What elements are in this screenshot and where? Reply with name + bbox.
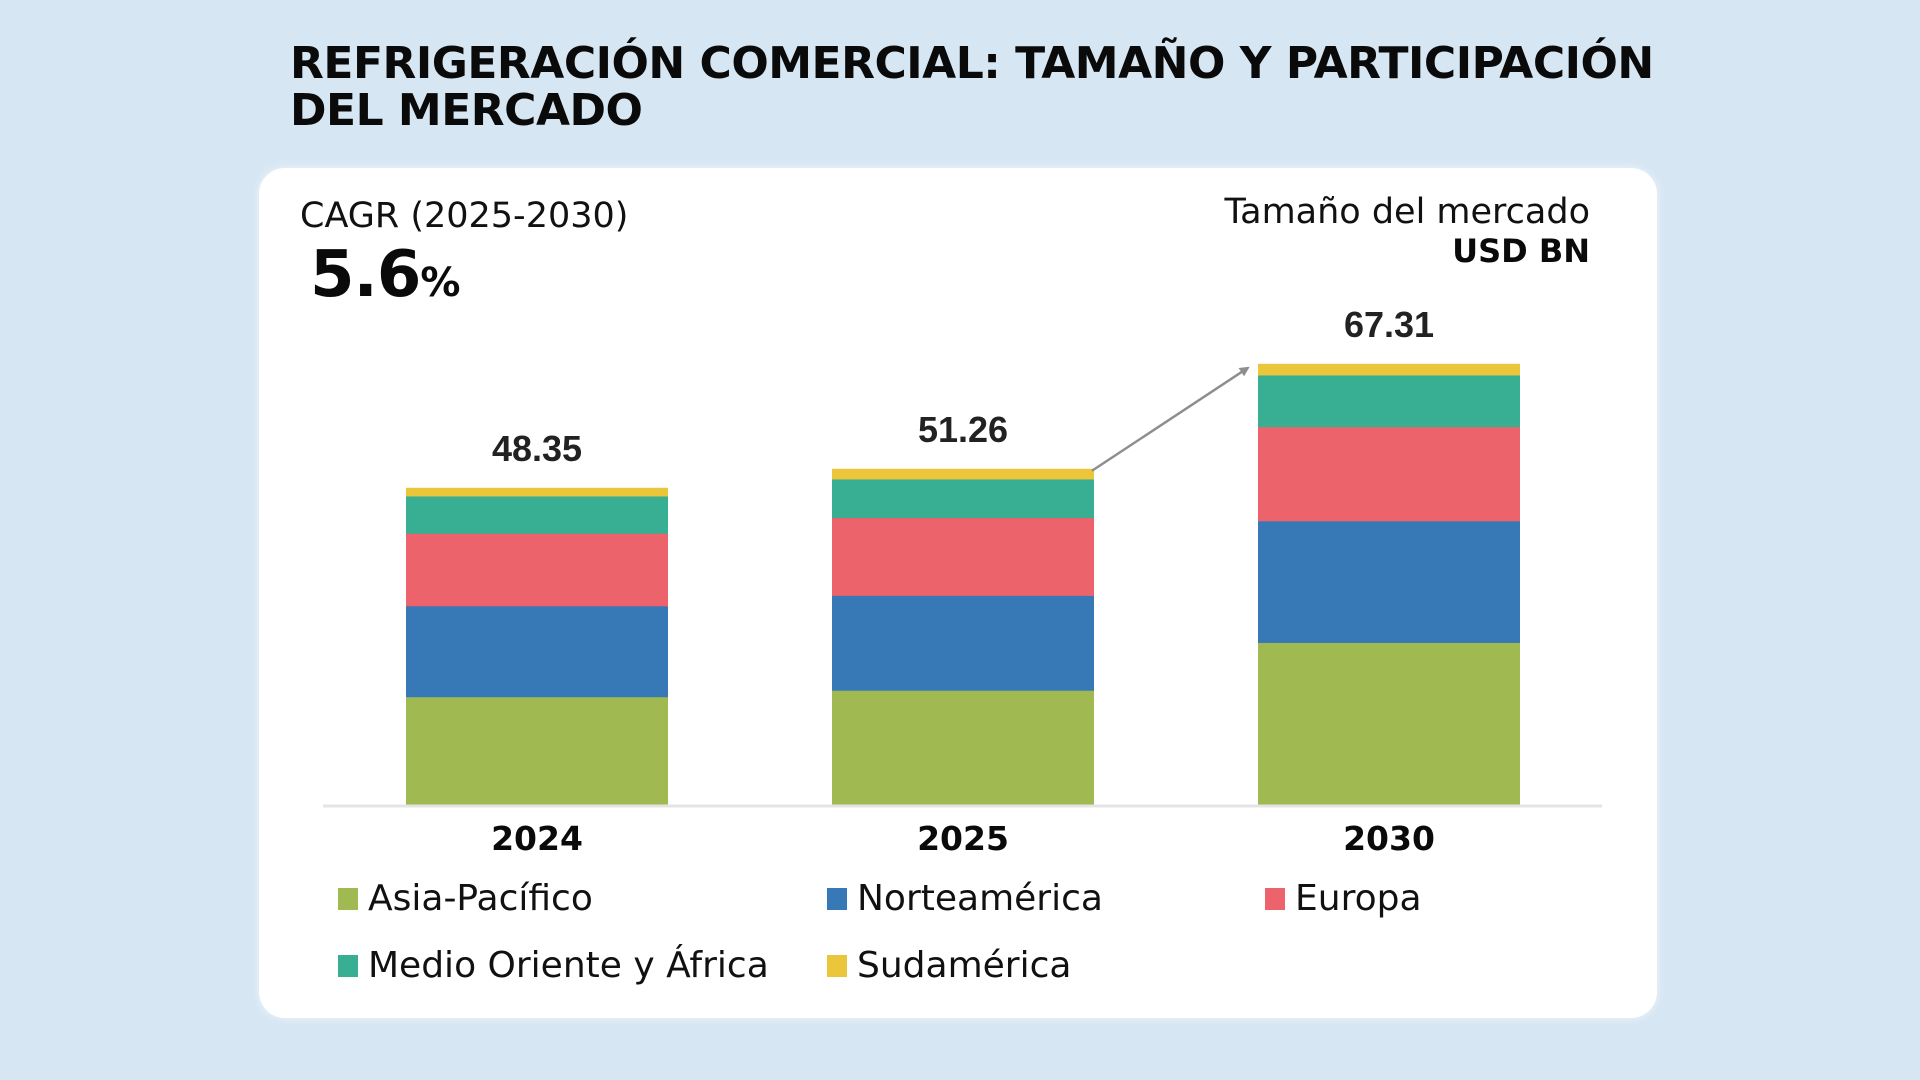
bar-segment-2025-asia-pacífico xyxy=(832,690,1094,805)
bar-segment-2030-asia-pacífico xyxy=(1258,642,1520,805)
legend-item-europa: Europa xyxy=(1265,878,1422,919)
market-size-unit: USD BN xyxy=(1452,232,1590,270)
bar-segment-2024-norteamérica xyxy=(406,605,668,698)
bar-segment-2030-sudamérica xyxy=(1258,363,1520,376)
legend-label: Norteamérica xyxy=(857,878,1103,919)
x-tick-label: 2024 xyxy=(491,819,583,858)
x-tick-label: 2025 xyxy=(917,819,1009,858)
legend-item-sudamerica: Sudamérica xyxy=(827,945,1071,986)
cagr-unit: % xyxy=(420,260,460,306)
bar-total-label: 51.26 xyxy=(918,409,1008,450)
legend-swatch xyxy=(827,887,847,910)
x-tick-label: 2030 xyxy=(1343,819,1435,858)
growth-arrow xyxy=(1091,366,1250,472)
bars-group xyxy=(406,363,1520,805)
bar-total-label: 48.35 xyxy=(492,428,582,469)
cagr-number: 5.6 xyxy=(310,238,421,312)
legend-swatch xyxy=(338,954,358,977)
bar-segment-2025-europa xyxy=(832,517,1094,596)
page-title: Refrigeración comercial: tamaño y partic… xyxy=(290,38,1654,136)
bar-segment-2025-medio-oriente-y-áfrica xyxy=(832,478,1094,519)
bar-segment-2024-medio-oriente-y-áfrica xyxy=(406,495,668,534)
bar-segment-2030-europa xyxy=(1258,426,1520,522)
cagr-value: 5.6% xyxy=(310,238,460,312)
legend-item-norteamerica: Norteamérica xyxy=(827,878,1103,919)
bar-segment-2025-sudamérica xyxy=(832,468,1094,480)
cagr-label: CAGR (2025-2030) xyxy=(300,196,629,236)
bar-segment-2024-asia-pacífico xyxy=(406,696,668,805)
legend-item-medio-oriente-africa: Medio Oriente y África xyxy=(338,945,769,986)
market-size-label: Tamaño del mercado xyxy=(1224,192,1590,232)
bar-total-label: 67.31 xyxy=(1344,304,1434,345)
legend-swatch xyxy=(827,954,847,977)
legend-swatch xyxy=(1265,887,1285,910)
legend-label: Europa xyxy=(1295,878,1422,919)
bar-segment-2024-sudamérica xyxy=(406,487,668,497)
legend-swatch xyxy=(338,887,358,910)
legend-item-asia-pacifico: Asia-Pacífico xyxy=(338,878,593,919)
bar-segment-2030-norteamérica xyxy=(1258,520,1520,643)
bar-segment-2025-norteamérica xyxy=(832,595,1094,691)
legend-label: Asia-Pacífico xyxy=(368,878,593,919)
bar-segment-2030-medio-oriente-y-áfrica xyxy=(1258,374,1520,428)
bar-segment-2024-europa xyxy=(406,533,668,607)
legend-label: Medio Oriente y África xyxy=(368,945,769,986)
legend-label: Sudamérica xyxy=(857,945,1072,986)
legend: Asia-Pacífico Norteamérica Europa Medio … xyxy=(338,878,1638,1018)
labels-group: 48.35 2024 51.26 2025 67.31 2030 xyxy=(491,304,1435,858)
